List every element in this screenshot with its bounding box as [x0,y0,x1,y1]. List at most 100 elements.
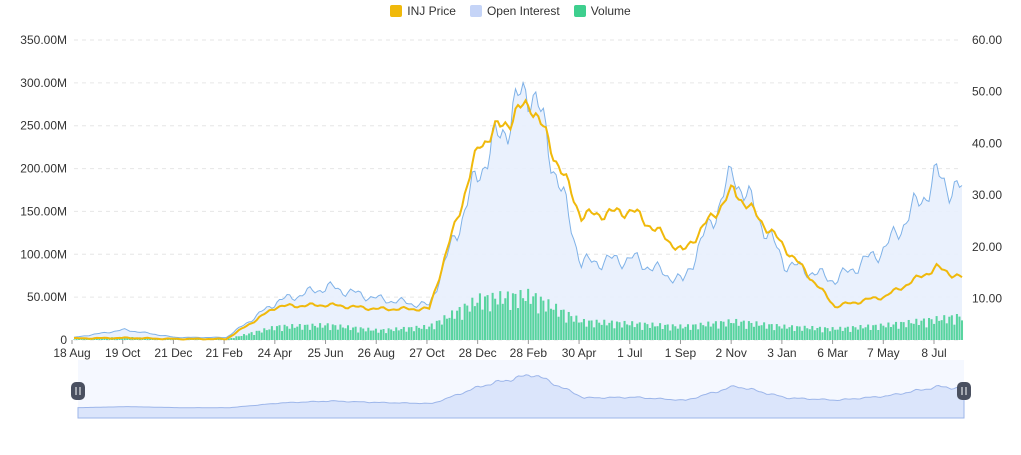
volume-bar [446,319,448,340]
legend-label-open-interest: Open Interest [487,4,560,18]
volume-bar [301,330,303,340]
volume-bar [578,323,580,340]
volume-bar [507,291,509,340]
volume-bar [938,321,940,340]
legend-item-open-interest[interactable]: Open Interest [470,4,560,18]
volume-bar [583,319,585,340]
volume-bar [755,321,757,340]
volume-bar [953,325,955,340]
volume-bar [410,327,412,340]
volume-bar [370,331,372,340]
volume-bar [662,329,664,340]
y-right-tick-label: 50.00 [972,85,1002,99]
volume-bar [687,324,689,340]
volume-bar [862,328,864,340]
volume-bar [296,327,298,340]
volume-bar [631,321,633,340]
volume-bar [870,330,872,340]
volume-bar [657,326,659,340]
volume-bar [570,316,572,340]
volume-bar [923,319,925,340]
volume-bar [520,290,522,340]
volume-bar [547,299,549,340]
volume-bar [509,310,511,340]
x-tick-label: 21 Feb [205,346,243,360]
y-left-tick-label: 250.00M [20,119,67,133]
volume-bar [865,327,867,340]
volume-bar [243,334,245,340]
volume-bar [294,328,296,340]
x-tick-label: 7 May [867,346,900,360]
volume-bar [504,298,506,340]
volume-bar [877,330,879,340]
volume-bar [565,323,567,340]
volume-bar [573,322,575,340]
volume-bar [596,320,598,340]
legend-label-volume: Volume [591,4,631,18]
y-left-tick-label: 350.00M [20,33,67,47]
volume-bar [608,323,610,340]
x-tick-label: 26 Aug [358,346,395,360]
navigator-right-handle[interactable] [957,382,971,400]
legend-swatch-price [390,5,402,17]
volume-bar [629,325,631,340]
volume-bar [408,327,410,340]
y-left-tick-label: 0 [60,333,67,347]
volume-bar [948,317,950,340]
volume-bar [563,310,565,340]
volume-bar [235,336,237,340]
volume-bar [522,298,524,340]
volume-bar [362,329,364,340]
grip-icon [957,382,971,400]
volume-bar [649,328,651,340]
volume-bar [553,310,555,340]
volume-bar [438,320,440,340]
volume-bar [352,327,354,340]
volume-bar [342,328,344,340]
volume-bar [847,327,849,340]
volume-bar [426,329,428,340]
volume-bar [258,331,260,340]
volume-bar [393,331,395,340]
volume-bar [859,325,861,340]
volume-bar [933,324,935,340]
x-tick-label: 6 Mar [817,346,848,360]
volume-bar [626,324,628,340]
volume-bar [804,326,806,340]
volume-bar [816,328,818,340]
volume-bar [832,327,834,340]
volume-bar [261,333,263,340]
volume-bar [679,324,681,340]
volume-bar [558,317,560,340]
volume-bar [794,331,796,340]
x-tick-label: 24 Apr [257,346,292,360]
volume-bar [459,307,461,340]
x-tick-label: 21 Dec [154,346,192,360]
volume-bar [915,319,917,340]
volume-bar [690,330,692,340]
x-tick-label: 27 Oct [409,346,445,360]
volume-bar [892,324,894,340]
volume-bar [421,329,423,340]
navigator-left-handle[interactable] [71,382,85,400]
volume-bar [291,324,293,340]
volume-bar [532,296,534,340]
legend-item-volume[interactable]: Volume [574,4,631,18]
volume-bar [791,325,793,340]
volume-bar [700,323,702,340]
legend-item-price[interactable]: INJ Price [390,4,456,18]
volume-bar [456,311,458,340]
volume-bar [268,329,270,340]
x-tick-label: 1 Sep [665,346,697,360]
volume-bar [788,327,790,340]
grip-icon [71,382,85,400]
volume-bar [436,321,438,340]
volume-bar [702,325,704,340]
volume-bar [725,327,727,340]
x-tick-label: 2 Nov [715,346,746,360]
y-left-tick-label: 200.00M [20,162,67,176]
volume-bar [355,327,357,340]
volume-bar [448,318,450,340]
volume-bar [842,331,844,340]
